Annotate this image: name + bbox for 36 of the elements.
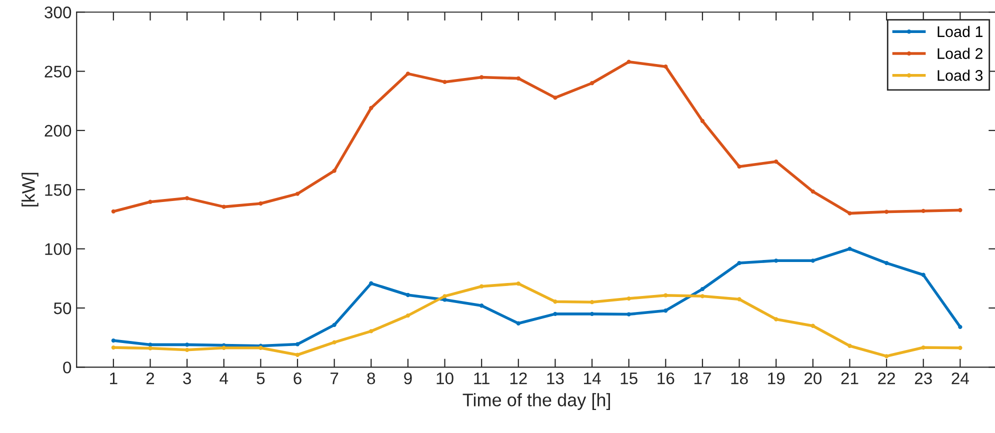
y-tick-label: 150 <box>45 184 72 196</box>
x-tick-label: 19 <box>768 372 785 384</box>
x-tick-label: 16 <box>658 372 674 384</box>
x-tick-label: 1 <box>110 372 118 384</box>
x-tick-label: 6 <box>294 372 302 384</box>
x-tick-label: 15 <box>620 372 638 384</box>
legend-label: Load 2 <box>938 48 982 59</box>
x-tick-label: 7 <box>330 372 338 384</box>
x-tick-label: 21 <box>841 372 858 384</box>
legend-label: Load 1 <box>938 26 982 38</box>
x-tick-label: 11 <box>474 372 490 384</box>
x-tick-label: 24 <box>952 372 969 384</box>
x-tick-label: 8 <box>367 372 376 384</box>
legend-label: Load 3 <box>938 70 983 81</box>
x-tick-label: 5 <box>256 372 265 384</box>
x-tick-label: 14 <box>584 372 601 384</box>
x-tick-label: 12 <box>510 372 527 384</box>
x-tick-label: 23 <box>914 372 932 384</box>
x-tick-label: 20 <box>804 372 822 384</box>
y-tick-label: 300 <box>44 6 72 18</box>
y-tick-label: 200 <box>44 124 72 137</box>
x-axis-title: Time of the day [h] <box>462 393 610 410</box>
x-tick-label: 4 <box>220 372 228 384</box>
y-tick-label: 0 <box>63 362 72 374</box>
x-tick-label: 3 <box>183 372 191 384</box>
x-tick-label: 9 <box>404 372 412 384</box>
y-tick-label: 100 <box>45 243 72 256</box>
x-tick-label: 17 <box>694 372 711 384</box>
x-tick-label: 18 <box>731 372 748 384</box>
y-axis-title: [kW] <box>22 172 38 206</box>
y-tick-label: 50 <box>54 302 72 314</box>
x-tick-label: 2 <box>146 372 154 384</box>
x-tick-label: 22 <box>878 372 895 384</box>
x-tick-label: 10 <box>436 372 454 384</box>
y-tick-label: 250 <box>44 66 72 78</box>
x-tick-label: 13 <box>547 372 564 384</box>
